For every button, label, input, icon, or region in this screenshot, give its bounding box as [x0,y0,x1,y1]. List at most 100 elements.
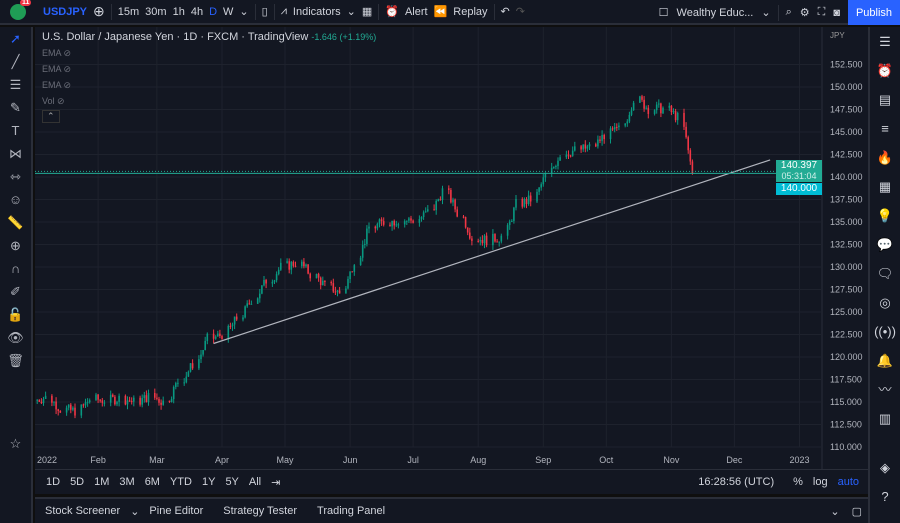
tab-strategy-tester[interactable]: Strategy Tester [223,505,298,517]
indicator-ema-1[interactable]: EMA ⊘ [42,48,72,58]
tf-w[interactable]: W [223,5,234,18]
trash-icon[interactable]: 🗑 [7,353,24,368]
candle [271,281,274,284]
collapse-legend-button[interactable]: ⌃ [42,110,60,123]
currency-label[interactable]: JPY [830,31,845,40]
redo-icon[interactable]: ↷ [515,6,525,18]
dom-icon[interactable]: ▥ [878,411,892,426]
tf-15m[interactable]: 15m [117,5,140,18]
range-all[interactable]: All [248,476,262,488]
templates-icon[interactable]: ▦ [361,6,373,18]
candle-type-icon[interactable]: ▯ [261,6,268,18]
collapse-panel-icon[interactable]: ⌄ [830,505,840,518]
streams-icon[interactable]: ◎ [879,295,891,310]
price-chart[interactable]: 152.500 150.000 147.500 145.000 142.500 140.0… [35,27,868,469]
tab-trading-panel[interactable]: Trading Panel [317,505,386,517]
range-1d[interactable]: 1D [46,476,61,488]
indicators-button[interactable]: Indicators [292,5,341,18]
ticker-icon[interactable]: 〰 [878,382,892,397]
watchlist-icon[interactable]: ☰ [879,34,891,49]
fib-icon[interactable]: ☰ [9,77,22,92]
alert-button[interactable]: Alert [404,5,428,18]
chat-icon[interactable]: 💬 [876,237,894,252]
range-1y[interactable]: 1Y [201,476,216,488]
candle [36,399,38,401]
chevron-down-icon[interactable]: ⌄ [346,6,356,18]
tf-30m[interactable]: 30m [145,5,167,18]
brush-icon[interactable]: ✎ [10,100,21,115]
candle [67,404,70,408]
calendar-icon[interactable]: ▦ [878,179,892,194]
notification-badge: 11 [20,0,32,6]
layout-name[interactable]: Wealthy Educ... [676,6,754,19]
prediction-icon[interactable]: ⇿ [10,169,21,184]
broadcast-icon[interactable]: ((•)) [874,324,896,339]
candle [567,154,570,156]
indicator-ema-2[interactable]: EMA ⊘ [42,64,72,74]
range-5d[interactable]: 5D [70,476,85,488]
camera-icon[interactable]: ◙ [833,6,840,19]
indicator-vol[interactable]: Vol ⊘ [42,96,65,106]
range-ytd[interactable]: YTD [169,476,192,488]
layers-icon[interactable]: ◈ [880,460,890,475]
ruler-icon[interactable]: 📏 [7,215,24,230]
hotlist-icon[interactable]: ≡ [881,121,889,136]
maximize-panel-icon[interactable]: ▢ [851,505,862,518]
tf-d[interactable]: D [209,5,218,18]
range-5y[interactable]: 5Y [225,476,239,488]
tf-1h[interactable]: 1h [172,5,185,18]
star-icon[interactable]: ☆ [9,436,22,451]
gear-icon[interactable]: ⚙ [799,7,810,19]
add-symbol-icon[interactable]: ⊕ [93,3,105,19]
layout-icon[interactable]: ☐ [658,7,669,19]
chevron-down-icon[interactable]: ⌄ [761,7,771,19]
range-1m[interactable]: 1M [94,476,110,488]
tab-stock-screener[interactable]: Stock Screener [45,505,121,517]
lock-drawing-icon[interactable]: ✐ [10,284,21,299]
goto-date-icon[interactable]: ⇥ [271,476,281,489]
help-icon[interactable]: ? [881,489,889,504]
range-3m[interactable]: 3M [119,476,135,488]
chevron-down-icon[interactable]: ⌄ [130,505,140,518]
search-icon[interactable]: ⌕ [785,6,792,18]
chevron-down-icon[interactable]: ⌄ [239,6,249,18]
ideas-icon[interactable]: 💡 [876,208,894,223]
zoom-icon[interactable]: ⊕ [10,238,21,253]
cursor-icon[interactable]: ➚ [10,31,21,46]
news-icon[interactable]: ▤ [878,92,892,107]
magnet-icon[interactable]: ∩ [10,261,21,276]
auto-toggle[interactable]: auto [837,476,859,488]
emoji-icon[interactable]: ☺ [8,192,23,207]
eye-icon[interactable]: 👁 [7,330,24,345]
text-icon[interactable]: T [11,123,20,138]
candle [368,226,370,229]
candle [324,280,326,282]
pattern-icon[interactable]: ⋈ [9,146,22,161]
y-tick-label: 132.500 [830,240,863,250]
tab-pine-editor[interactable]: Pine Editor [149,505,204,517]
trendline-icon[interactable]: ╱ [11,54,20,69]
range-6m[interactable]: 6M [144,476,160,488]
candle [616,126,618,128]
clock[interactable]: 16:28:56 (UTC) [698,476,775,488]
avatar[interactable]: 11 [10,0,32,20]
y-tick-label: 120.000 [830,352,863,362]
undo-icon[interactable]: ↶ [500,6,510,18]
log-toggle[interactable]: log [812,476,828,488]
publish-button[interactable]: Publish [848,0,900,25]
tf-4h[interactable]: 4h [190,5,204,18]
symbol-search[interactable]: USDJPY [43,5,88,18]
y-tick-label: 110.000 [830,442,862,452]
fire-icon[interactable]: 🔥 [876,150,894,165]
chat2-icon[interactable]: 🗨 [876,266,894,281]
candle [452,199,454,203]
bell-icon[interactable]: 🔔 [876,353,894,368]
fullscreen-icon[interactable]: ⛶ [817,6,826,18]
replay-button[interactable]: Replay [453,5,488,18]
candle [662,107,664,114]
alerts-icon[interactable]: ⏰ [876,63,894,78]
percent-toggle[interactable]: % [793,476,803,488]
lock-icon[interactable]: 🔓 [7,307,24,322]
indicator-ema-3[interactable]: EMA ⊘ [42,80,72,90]
candle [301,261,303,267]
